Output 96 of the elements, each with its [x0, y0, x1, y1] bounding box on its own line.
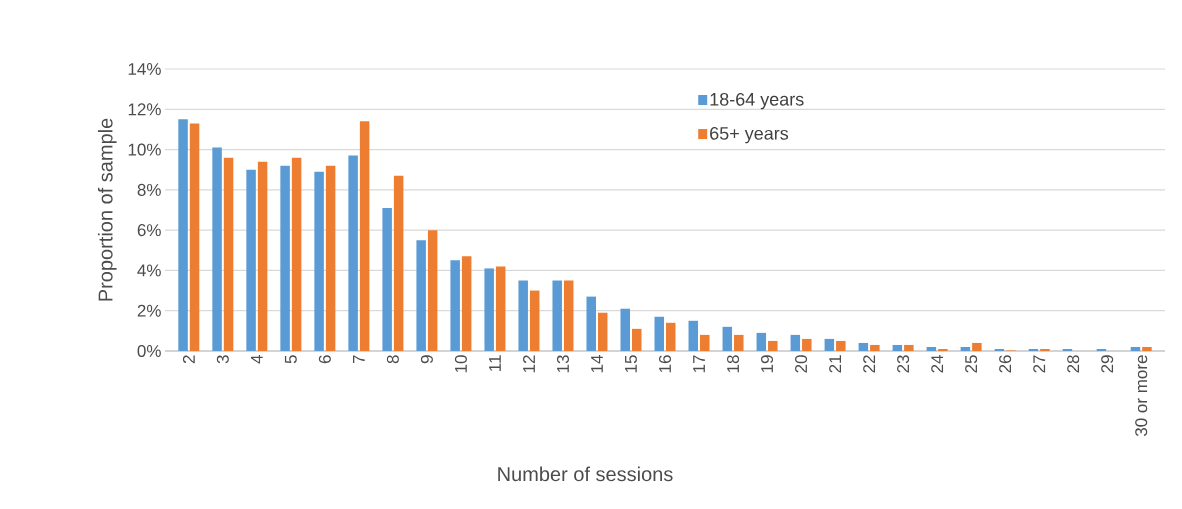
bar — [870, 344, 880, 351]
bar — [892, 344, 903, 351]
bar — [314, 171, 324, 351]
bar — [427, 230, 438, 351]
bar — [926, 346, 937, 351]
bar — [393, 175, 404, 351]
bar — [1130, 346, 1141, 351]
x-tick-label: 26 — [999, 355, 1012, 373]
x-tick-label: 3 — [216, 355, 229, 364]
bar — [768, 340, 778, 351]
x-tick-label: 17 — [693, 355, 705, 373]
x-tick-label: 7 — [353, 355, 365, 364]
bar — [178, 119, 188, 351]
bar — [666, 322, 676, 351]
bar — [529, 290, 540, 351]
x-tick-label: 27 — [1033, 355, 1046, 373]
bar — [552, 280, 562, 351]
bar — [904, 344, 914, 351]
x-tick-label: 25 — [965, 355, 978, 373]
bar — [802, 338, 812, 351]
bar — [280, 165, 290, 351]
x-tick-label: 15 — [625, 355, 637, 373]
x-tick-label: 10 — [454, 355, 467, 373]
bar — [790, 334, 801, 351]
bar — [1028, 348, 1039, 351]
bar — [212, 147, 222, 351]
y-tick-label: 12% — [128, 103, 161, 116]
bar — [416, 240, 426, 351]
bar — [257, 161, 268, 351]
x-tick-label: 30 or more — [1135, 355, 1148, 437]
bar — [484, 268, 494, 351]
bar — [348, 155, 358, 351]
bar — [938, 348, 948, 351]
bar — [291, 157, 302, 351]
bar — [1096, 348, 1107, 351]
bar — [994, 348, 1005, 351]
x-tick-label: 11 — [489, 355, 501, 371]
x-tick-label: 24 — [931, 355, 944, 373]
bar — [620, 308, 630, 351]
bar — [688, 320, 699, 351]
y-axis-title: Proportion of sample — [97, 118, 117, 301]
bar — [461, 256, 472, 351]
x-tick-label: 21 — [829, 355, 842, 373]
y-tick-label: 10% — [128, 143, 161, 156]
bar — [836, 340, 846, 351]
bar — [563, 280, 574, 351]
x-axis-title: Number of sessions — [498, 466, 673, 482]
x-tick-label: 13 — [556, 355, 569, 373]
bar — [382, 207, 392, 351]
y-tick-label: 8% — [137, 183, 161, 196]
bar — [858, 342, 869, 351]
bar — [189, 123, 200, 351]
bar — [824, 338, 835, 351]
legend-label: 18-64 years — [710, 92, 804, 110]
x-tick-label: 28 — [1067, 355, 1080, 373]
x-tick-label: 9 — [420, 355, 433, 364]
bar — [654, 316, 665, 351]
x-tick-label: 16 — [658, 355, 672, 373]
x-tick-label: 12 — [523, 355, 535, 373]
x-tick-label: 5 — [284, 355, 297, 364]
x-tick-label: 14 — [591, 355, 603, 373]
bar — [631, 328, 642, 351]
x-tick-label: 8 — [386, 355, 399, 364]
bar — [586, 296, 596, 351]
y-tick-label: 4% — [137, 264, 161, 277]
x-tick-label: 2 — [182, 355, 195, 364]
bar — [223, 157, 234, 351]
bar — [246, 169, 256, 351]
bar — [518, 280, 528, 351]
x-tick-label: 19 — [761, 355, 774, 373]
x-tick-label: 20 — [795, 355, 808, 373]
x-tick-label: 18 — [727, 355, 740, 373]
bar — [450, 260, 460, 351]
bar — [734, 334, 744, 351]
x-tick-label: 29 — [1101, 355, 1114, 373]
y-tick-label: 14% — [128, 63, 161, 75]
y-tick-label: 6% — [137, 224, 161, 237]
bar — [756, 332, 767, 351]
bar — [325, 165, 336, 351]
bar — [960, 346, 971, 351]
bar — [1062, 348, 1073, 351]
y-tick-label: 2% — [137, 304, 161, 317]
bar — [597, 312, 608, 351]
y-tick-label: 0% — [137, 344, 161, 358]
x-tick-label: 22 — [863, 355, 876, 373]
bar — [495, 266, 506, 351]
bar — [1040, 348, 1050, 351]
bar — [972, 342, 982, 351]
bar — [1142, 346, 1152, 351]
x-tick-label: 4 — [250, 355, 263, 364]
bar — [700, 334, 710, 351]
x-tick-label: 6 — [318, 355, 331, 364]
legend-label: 65+ years — [710, 127, 789, 144]
bar — [359, 121, 370, 351]
x-tick-label: 23 — [897, 355, 910, 373]
bar — [722, 326, 733, 351]
